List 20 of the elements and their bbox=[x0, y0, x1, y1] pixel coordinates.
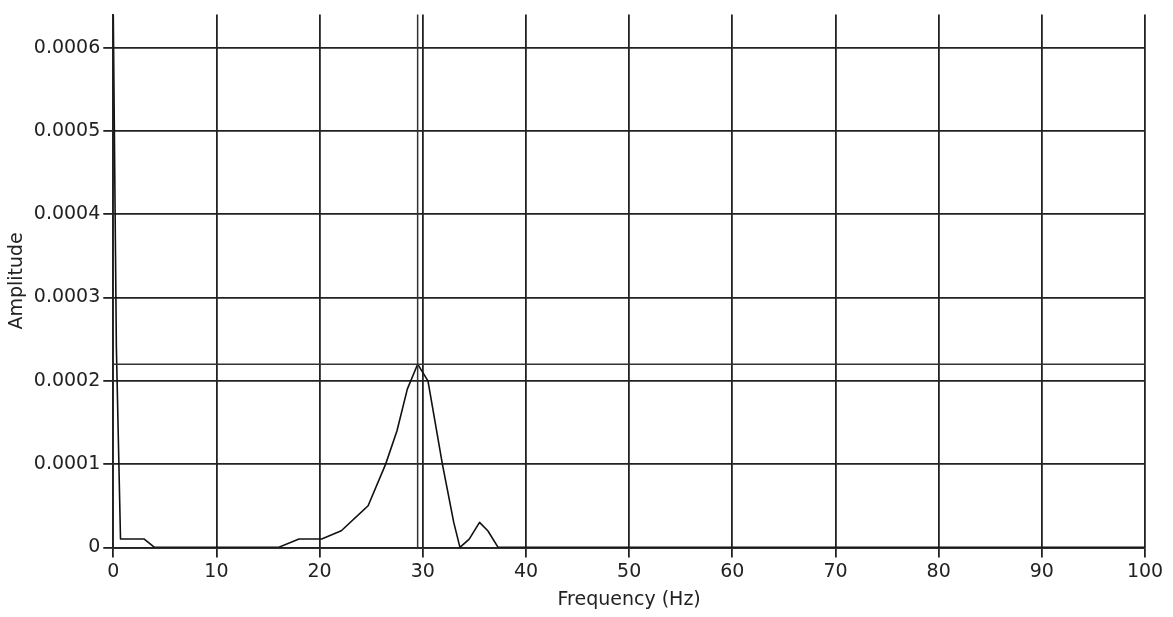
y-tick-label: 0.0002 bbox=[33, 367, 101, 390]
x-tick-label: 50 bbox=[617, 558, 642, 581]
y-tick-label: 0.0001 bbox=[33, 451, 101, 474]
x-tick-label: 30 bbox=[410, 558, 435, 581]
x-tick-label: 0 bbox=[107, 558, 120, 581]
x-tick-label: 10 bbox=[204, 558, 229, 581]
x-axis-title: Frequency (Hz) bbox=[557, 586, 701, 609]
x-tick-label: 100 bbox=[1126, 558, 1164, 581]
y-axis-title: Amplitude bbox=[4, 232, 27, 330]
y-tick-label: 0.0003 bbox=[33, 284, 101, 307]
x-tick-label: 60 bbox=[720, 558, 745, 581]
y-tick-label: 0.0005 bbox=[33, 117, 101, 140]
x-tick-label: 40 bbox=[513, 558, 539, 581]
x-tick-label: 70 bbox=[823, 558, 848, 581]
y-tick-label: 0.0004 bbox=[33, 201, 101, 224]
x-tick-label: 90 bbox=[1029, 558, 1054, 581]
y-tick-label: 0.0006 bbox=[33, 34, 101, 57]
x-tick-label: 80 bbox=[926, 558, 951, 581]
y-tick-label: 0 bbox=[88, 534, 101, 557]
x-tick-label: 20 bbox=[307, 558, 332, 581]
